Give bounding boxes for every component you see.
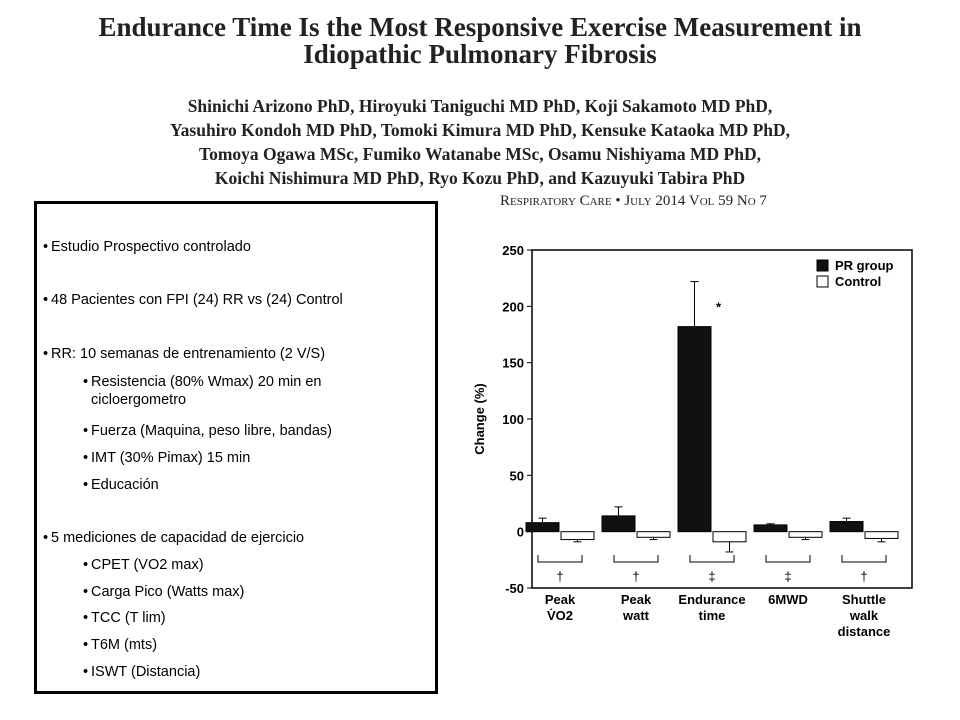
y-axis-label: Change (%) [472, 383, 487, 455]
bullet: Resistencia (80% Wmax) 20 min en cicloer… [83, 373, 407, 409]
bullet: TCC (T lim) [83, 609, 407, 627]
y-tick-label: 250 [502, 243, 524, 258]
y-tick-label: 150 [502, 356, 524, 371]
bar [753, 524, 788, 533]
bullet: T6M (mts) [83, 636, 407, 654]
x-tick-label: watt [622, 608, 650, 623]
bar [560, 531, 595, 541]
significance-bracket [613, 555, 659, 563]
journal: Respiratory Care • July 2014 Vol 59 No 7 [500, 193, 767, 209]
title-line: Idiopathic Pulmonary Fibrosis [303, 39, 657, 69]
author-line: Yasuhiro Kondoh MD PhD, Tomoki Kimura MD… [169, 120, 791, 140]
bar [788, 531, 823, 538]
annotation: * [716, 300, 722, 315]
legend-swatch [816, 259, 829, 272]
bar [525, 522, 560, 533]
legend-swatch [816, 275, 829, 288]
x-tick-label: Peak [545, 592, 576, 607]
error-bar [649, 537, 658, 541]
y-tick-label: 200 [502, 299, 524, 314]
error-bar [877, 538, 886, 543]
bullet: IMT (30% Pimax) 15 min [83, 449, 407, 467]
x-tick-label: time [699, 608, 726, 623]
significance-bracket [689, 555, 735, 563]
bullet: Estudio Prospectivo controlado [43, 238, 407, 256]
significance: † [860, 569, 867, 584]
bullet: Educación [83, 476, 407, 494]
error-bar [573, 539, 582, 543]
bullet: Carga Pico (Watts max) [83, 583, 407, 601]
x-tick-label: V̇O2 [547, 608, 573, 623]
error-bar [842, 517, 851, 522]
significance: ‡ [708, 569, 715, 584]
bar [636, 531, 671, 538]
legend-label: Control [835, 274, 881, 289]
author-line: Shinichi Arizono PhD, Hiroyuki Taniguchi… [187, 96, 773, 116]
error-bar [614, 506, 623, 516]
bar [864, 531, 899, 539]
bullet-box: Estudio Prospectivo controlado 48 Pacient… [34, 201, 438, 694]
significance-bracket [537, 555, 583, 563]
significance-bracket [765, 555, 811, 563]
y-tick-label: 100 [502, 412, 524, 427]
error-bar [690, 281, 699, 327]
authors: Shinichi Arizono PhD, Hiroyuki Taniguchi… [0, 94, 960, 190]
bullet: ISWT (Distancia) [83, 663, 407, 681]
error-bar [538, 517, 547, 523]
x-tick-label: Peak [621, 592, 652, 607]
x-tick-label: 6MWD [768, 592, 808, 607]
bullet: CPET (VO2 max) [83, 556, 407, 574]
bar [601, 515, 636, 533]
title-line: Endurance Time Is the Most Responsive Ex… [98, 12, 862, 42]
significance: ‡ [784, 569, 791, 584]
x-tick-label: distance [838, 624, 891, 639]
author-line: Tomoya Ogawa MSc, Fumiko Watanabe MSc, O… [199, 144, 761, 164]
bullet: Fuerza (Maquina, peso libre, bandas) [83, 422, 407, 440]
x-tick-label: Endurance [678, 592, 745, 607]
bullet: RR: 10 semanas de entrenamiento (2 V/S) [43, 345, 407, 363]
significance-bracket [841, 555, 887, 563]
y-tick-label: -50 [505, 581, 524, 596]
legend-label: PR group [835, 258, 894, 273]
significance: † [556, 569, 563, 584]
y-tick-label: 50 [510, 468, 524, 483]
bar [829, 521, 864, 533]
bar [712, 531, 747, 543]
y-tick-label: 0 [517, 525, 524, 540]
author-line: Koichi Nishimura MD PhD, Ryo Kozu PhD, a… [214, 168, 746, 188]
x-tick-label: walk [849, 608, 879, 623]
bullet: 5 mediciones de capacidad de ejercicio [43, 529, 407, 547]
significance: † [632, 569, 639, 584]
error-bar [766, 523, 775, 525]
error-bar [725, 541, 734, 553]
error-bar [801, 537, 810, 541]
x-tick-label: Shuttle [842, 592, 886, 607]
paper-title: Endurance Time Is the Most Responsive Ex… [0, 14, 960, 68]
bar [677, 326, 712, 533]
bullet: 48 Pacientes con FPI (24) RR vs (24) Con… [43, 291, 407, 309]
